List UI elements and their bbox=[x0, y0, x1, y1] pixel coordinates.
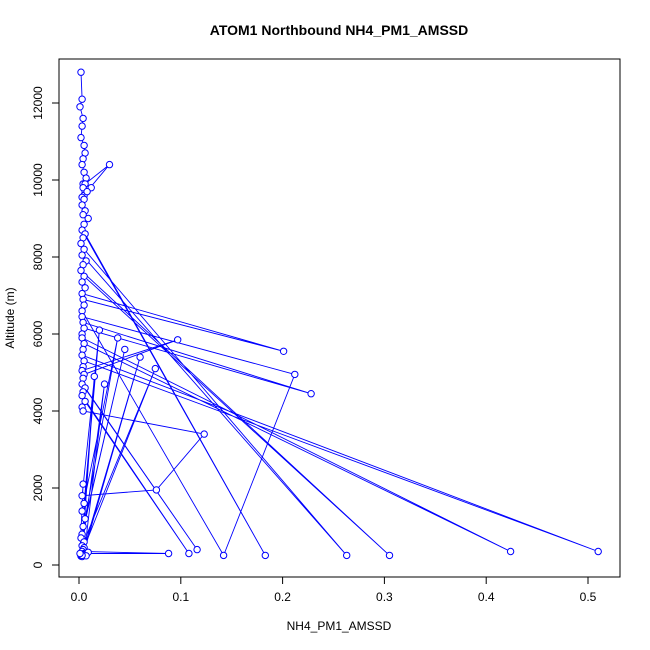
data-point bbox=[79, 114, 87, 123]
data-point bbox=[78, 122, 86, 130]
x-tick-label: 0.0 bbox=[71, 590, 88, 604]
data-point bbox=[77, 266, 85, 275]
data-point bbox=[506, 547, 515, 556]
chart-title: ATOM1 Northbound NH4_PM1_AMSSD bbox=[210, 22, 469, 38]
data-point bbox=[151, 364, 160, 373]
x-tick-label: 0.5 bbox=[580, 590, 597, 604]
data-point bbox=[164, 549, 173, 558]
y-tick-label: 12000 bbox=[31, 86, 45, 120]
data-point bbox=[343, 551, 351, 560]
x-tick-label: 0.4 bbox=[478, 590, 495, 604]
data-point bbox=[79, 407, 87, 415]
data-point bbox=[78, 201, 86, 209]
data-point bbox=[78, 95, 86, 103]
y-tick-label: 2000 bbox=[31, 474, 45, 501]
data-point bbox=[78, 160, 86, 169]
data-point bbox=[114, 334, 122, 342]
y-tick-label: 10000 bbox=[31, 163, 45, 197]
data-point bbox=[219, 551, 228, 560]
data-point bbox=[78, 278, 86, 286]
data-point bbox=[79, 211, 87, 219]
y-axis-label: Altitude (m) bbox=[3, 287, 17, 348]
y-tick-label: 4000 bbox=[31, 397, 45, 424]
data-point bbox=[121, 345, 129, 354]
data-point bbox=[594, 547, 602, 556]
data-point bbox=[193, 545, 201, 554]
data-point bbox=[152, 486, 161, 494]
x-tick-label: 0.2 bbox=[274, 590, 291, 604]
data-point bbox=[79, 480, 87, 488]
data-point bbox=[291, 370, 299, 379]
x-tick-label: 0.1 bbox=[172, 590, 189, 604]
data-point bbox=[95, 326, 104, 334]
data-point bbox=[76, 103, 84, 111]
data-point bbox=[105, 160, 114, 169]
data-point bbox=[77, 133, 85, 142]
data-point bbox=[78, 251, 86, 259]
data-point bbox=[279, 347, 288, 355]
x-tick-label: 0.3 bbox=[376, 590, 393, 604]
data-point bbox=[78, 492, 86, 500]
data-point bbox=[78, 507, 86, 515]
data-point bbox=[79, 522, 87, 531]
data-point bbox=[83, 187, 91, 196]
y-tick-label: 0 bbox=[31, 561, 45, 568]
y-tick-label: 6000 bbox=[31, 320, 45, 347]
series-layer bbox=[76, 68, 602, 561]
data-point bbox=[185, 549, 193, 558]
y-tick-label: 8000 bbox=[31, 243, 45, 270]
data-point bbox=[261, 551, 269, 560]
data-point bbox=[174, 336, 182, 344]
x-axis: 0.0 0.1 0.2 0.3 0.4 0.5 bbox=[71, 576, 597, 604]
data-point bbox=[200, 430, 208, 438]
x-axis-label: NH4_PM1_AMSSD bbox=[287, 619, 392, 633]
data-point bbox=[81, 284, 89, 292]
data-point bbox=[77, 239, 85, 248]
data-point bbox=[76, 549, 84, 558]
data-point bbox=[307, 390, 315, 398]
data-point bbox=[81, 515, 89, 523]
data-point bbox=[385, 551, 394, 560]
y-axis: 0 2000 4000 6000 8000 10000 12000 bbox=[31, 86, 60, 568]
data-point bbox=[80, 499, 88, 508]
data-point bbox=[78, 391, 86, 400]
data-point bbox=[100, 380, 109, 388]
data-point bbox=[84, 214, 92, 223]
data-point bbox=[80, 141, 88, 150]
data-point bbox=[136, 353, 144, 361]
data-point bbox=[90, 372, 99, 381]
data-point bbox=[77, 68, 85, 76]
data-point bbox=[81, 397, 89, 406]
